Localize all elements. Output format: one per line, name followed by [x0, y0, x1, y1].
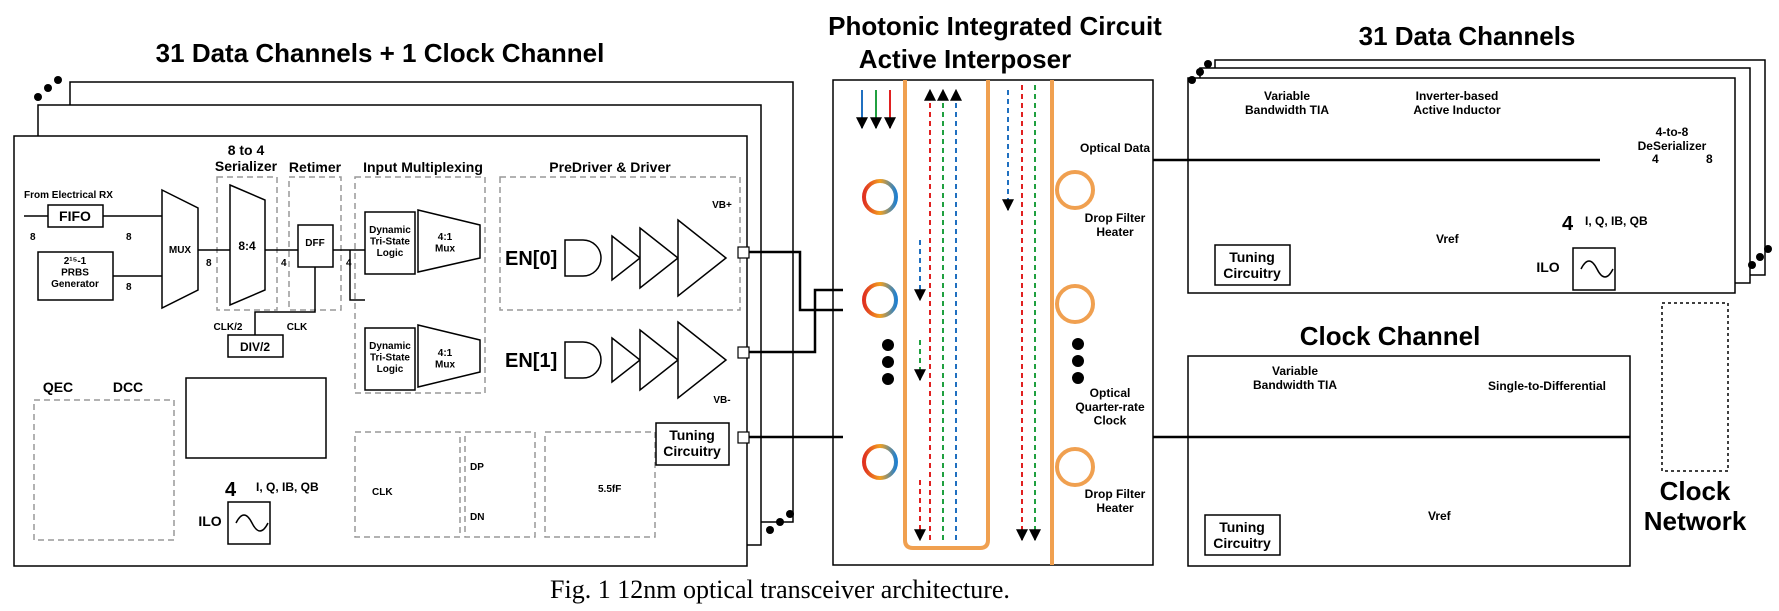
en1-label: EN[1] — [505, 350, 557, 372]
prbs-label: 2¹⁵-1 PRBS Generator — [51, 256, 99, 290]
input-mux-upper — [364, 209, 481, 275]
bus-width-8-a: 8 — [30, 232, 36, 243]
rx-stack-dots — [1188, 60, 1772, 269]
driver-chain-upper — [564, 218, 728, 298]
label-input-mux: Input Multiplexing — [363, 159, 483, 175]
bus-width-8-b: 8 — [126, 232, 132, 243]
rx-eight: 8 — [1706, 152, 1713, 166]
rx-tuning-block-1 — [1214, 244, 1291, 286]
signal-marks — [749, 85, 1630, 542]
clock-network-box — [1661, 302, 1729, 472]
rx-ilo-label: ILO — [1536, 259, 1559, 275]
optical-clock-label: Optical Quarter-rate Clock — [1075, 386, 1145, 428]
optical-data-label: Optical Data — [1080, 141, 1150, 155]
clock-buffer-block — [185, 377, 327, 459]
tx-tuning-block — [655, 422, 730, 466]
rx-ilo-sine-icon — [1580, 260, 1614, 278]
clock-network-label: Clock Network — [1644, 476, 1747, 536]
rx-vref-label-2: Vref — [1428, 509, 1452, 523]
fifo-label: FIFO — [59, 208, 91, 224]
rx-ilo-block — [1572, 247, 1616, 291]
vbp-label: VB+ — [712, 200, 732, 211]
rx-four: 4 — [1652, 152, 1659, 166]
cap-label: 5.5fF — [598, 484, 621, 495]
bus-width-8-d: 8 — [206, 258, 212, 269]
pic-interposer — [832, 79, 1154, 566]
rx-tuning-block-2 — [1204, 514, 1281, 556]
tx-frame — [13, 81, 794, 567]
pic-ring-modulators — [862, 179, 898, 480]
en0-label: EN[0] — [505, 248, 557, 270]
label-retimer: Retimer — [289, 159, 342, 175]
rx-tuning-label-1: Tuning Circuitry — [1223, 249, 1281, 281]
mux41-upper: 4:1 Mux — [435, 232, 455, 255]
rx-tia-label: Variable Bandwidth TIA — [1245, 89, 1329, 117]
tx-ilo-iq: I, Q, IB, QB — [256, 480, 319, 494]
figure-caption: Fig. 1 12nm optical transceiver architec… — [550, 575, 1010, 604]
label-from-rx: From Electrical RX — [24, 190, 113, 201]
bus-width-4-a: 4 — [281, 258, 287, 269]
bus-width-4-b: 4 — [346, 258, 352, 269]
rx-clock-tia-label: Variable Bandwidth TIA — [1253, 364, 1337, 392]
rx-vref-label-1: Vref — [1436, 232, 1460, 246]
prbs-block — [37, 251, 114, 301]
tx-link-0 — [749, 250, 843, 312]
dff-block — [297, 224, 334, 268]
rx-tuning-label-2: Tuning Circuitry — [1213, 519, 1271, 551]
dyn-logic-upper: Dynamic Tri-State Logic — [369, 225, 411, 259]
dn-label: DN — [470, 512, 484, 523]
tx-stack-dots — [34, 76, 794, 534]
bus-width-8-c: 8 — [126, 282, 132, 293]
mux-block — [161, 188, 199, 310]
pic-waveguide — [903, 80, 1054, 565]
label-serializer: 8 to 4 Serializer — [215, 142, 278, 174]
rx-deser-label: 4-to-8 DeSerializer — [1638, 125, 1707, 153]
rx-inductor-label: Inverter-based Active Inductor — [1413, 89, 1501, 117]
serializer-ratio: 8:4 — [238, 239, 256, 253]
qec-label: QEC — [43, 379, 73, 395]
div2-label: DIV/2 — [240, 340, 270, 354]
dyn-logic-lower: Dynamic Tri-State Logic — [369, 341, 411, 375]
driver-chain-lower — [564, 320, 728, 400]
dff-label: DFF — [305, 238, 324, 249]
tx-ilo-block — [227, 501, 271, 545]
input-mux-lower — [364, 324, 481, 391]
clk2-label: CLK/2 — [214, 322, 243, 333]
clk-label: CLK — [287, 322, 308, 333]
tx-link-1 — [749, 288, 843, 354]
drop-filter-label-1: Drop Filter Heater — [1085, 211, 1146, 239]
title-rx-data: 31 Data Channels — [1359, 21, 1576, 51]
mux-label: MUX — [169, 245, 192, 256]
label-predriver: PreDriver & Driver — [549, 159, 671, 175]
title-pic-1: Photonic Integrated Circuit — [828, 11, 1162, 41]
title-tx: 31 Data Channels + 1 Clock Channel — [156, 38, 605, 68]
tx-ilo-four: 4 — [225, 479, 237, 501]
title-rx-clock: Clock Channel — [1300, 321, 1481, 351]
rx-iq-label: I, Q, IB, QB — [1585, 214, 1648, 228]
rx-s2d-label: Single-to-Differential — [1488, 379, 1606, 393]
clk-inset-label: CLK — [372, 487, 393, 498]
title-pic-2: Active Interposer — [859, 44, 1071, 74]
tx-tuning-label: Tuning Circuitry — [663, 427, 721, 459]
pic-dots — [882, 338, 1084, 385]
tx-ilo-sine-icon — [235, 514, 269, 532]
dcc-label: DCC — [113, 379, 143, 395]
vbm-label: VB- — [713, 395, 730, 406]
tx-ilo-label: ILO — [198, 513, 221, 529]
serializer-block — [229, 183, 266, 307]
mux41-lower: 4:1 Mux — [435, 348, 455, 371]
pic-ring-filters — [1055, 170, 1095, 487]
rx-iq-four: 4 — [1562, 213, 1574, 235]
drop-filter-label-2: Drop Filter Heater — [1085, 487, 1146, 515]
tx-wires — [24, 215, 365, 335]
dp-label: DP — [470, 462, 484, 473]
